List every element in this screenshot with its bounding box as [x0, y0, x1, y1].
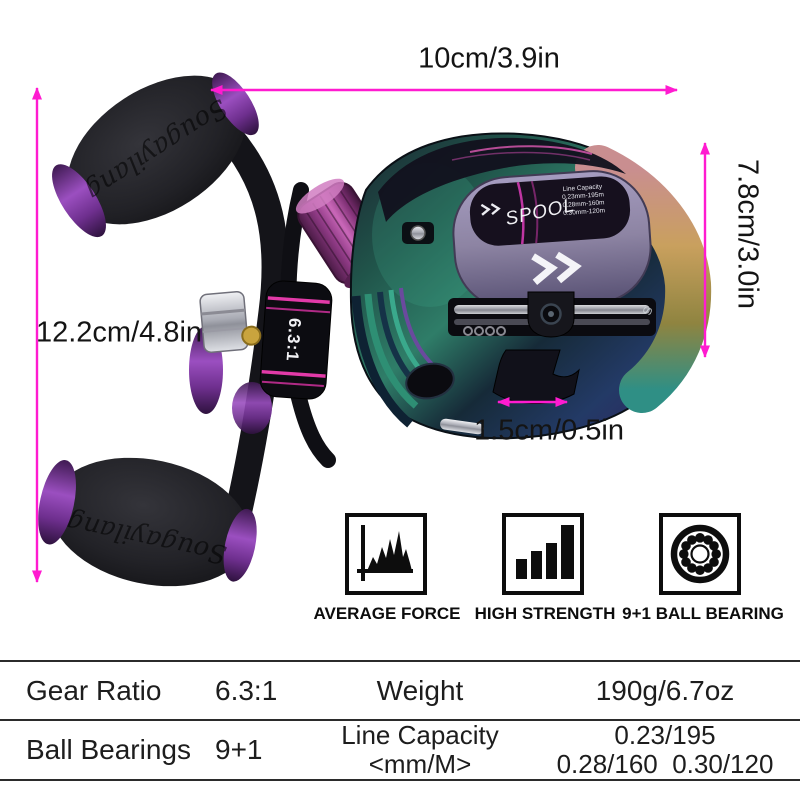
- line-capacity-value-line2: 0.28/160 0.30/120: [556, 749, 774, 779]
- ball-bearing-icon: [670, 524, 730, 584]
- body-pinstripe: [469, 145, 593, 155]
- thumb-button: [405, 362, 455, 400]
- ball-bearings-value: 9+1: [215, 734, 263, 765]
- gear-ratio-marking: 6.3:1: [283, 317, 305, 362]
- weight-value: 190g/6.7oz: [595, 674, 735, 706]
- spool-spec-text: Line Capacity 0.23mm-195m 0.28mm-160m 0.…: [562, 183, 605, 217]
- level-wind: [448, 291, 656, 338]
- spool-logo-chevrons: [480, 203, 501, 216]
- gear-ratio-value: 6.3:1: [215, 674, 278, 706]
- body-screw-window: [402, 222, 434, 244]
- gear-ratio-label: Gear Ratio: [26, 674, 162, 706]
- high-strength-box: [502, 513, 584, 595]
- line-capacity-label-line2: <mm/M>: [368, 749, 472, 779]
- handle-knob-bottom: Sougayilang: [38, 457, 257, 587]
- body-pinstripe-2: [451, 151, 591, 161]
- line-capacity-value-line1: 0.23/195: [614, 720, 716, 750]
- spool: [469, 176, 631, 246]
- handle-nut: [199, 291, 262, 353]
- svg-text:0.30mm-120m: 0.30mm-120m: [563, 207, 605, 217]
- svg-text:0.28mm-160m: 0.28mm-160m: [562, 199, 604, 209]
- spec-row-1: Gear Ratio 6.3:1 Weight 190g/6.7oz: [0, 662, 800, 721]
- line-capacity-value: 0.23/195 0.28/160 0.30/120: [540, 721, 790, 779]
- bottom-pin: [440, 418, 484, 435]
- line-capacity-label-line1: Line Capacity: [341, 720, 499, 750]
- ball-bearings-label: Ball Bearings: [26, 734, 191, 765]
- body-top-cap: [378, 137, 626, 222]
- spec-row-2: Ball Bearings 9+1 Line Capacity <mm/M> 0…: [0, 721, 800, 779]
- spec-table: Gear Ratio 6.3:1 Weight 190g/6.7oz Ball …: [0, 660, 800, 781]
- width-dimension-label: 10cm/3.9in: [418, 42, 560, 75]
- high-strength-label: HIGH STRENGTH: [474, 604, 616, 623]
- ball-bearing-label: 9+1 BALL BEARING: [622, 604, 784, 623]
- svg-text:Line Capacity: Line Capacity: [563, 183, 604, 193]
- spool-window: SPOOL Line Capacity 0.23mm-195m 0.28mm-1…: [452, 170, 652, 310]
- strength-bars-icon: [516, 525, 574, 579]
- line-capacity-label: Line Capacity <mm/M>: [300, 721, 540, 779]
- brand-logo-icon: [531, 251, 582, 285]
- average-force-label: AVERAGE FORCE: [313, 604, 461, 623]
- average-force-box: [345, 513, 427, 595]
- force-curve-icon: [357, 525, 413, 581]
- star-drag: [189, 326, 272, 434]
- weight-label: Weight: [376, 674, 464, 706]
- height-dimension-label: 7.8cm/3.0in: [731, 159, 764, 309]
- gear-ratio-barrel: 6.3:1: [259, 280, 333, 400]
- length-dimension-label: 12.2cm/4.8in: [35, 316, 203, 349]
- foot-dimension-label: 1.5cm/0.5in: [474, 414, 624, 447]
- ball-bearing-box: [659, 513, 741, 595]
- svg-text:0.23mm-195m: 0.23mm-195m: [562, 191, 604, 201]
